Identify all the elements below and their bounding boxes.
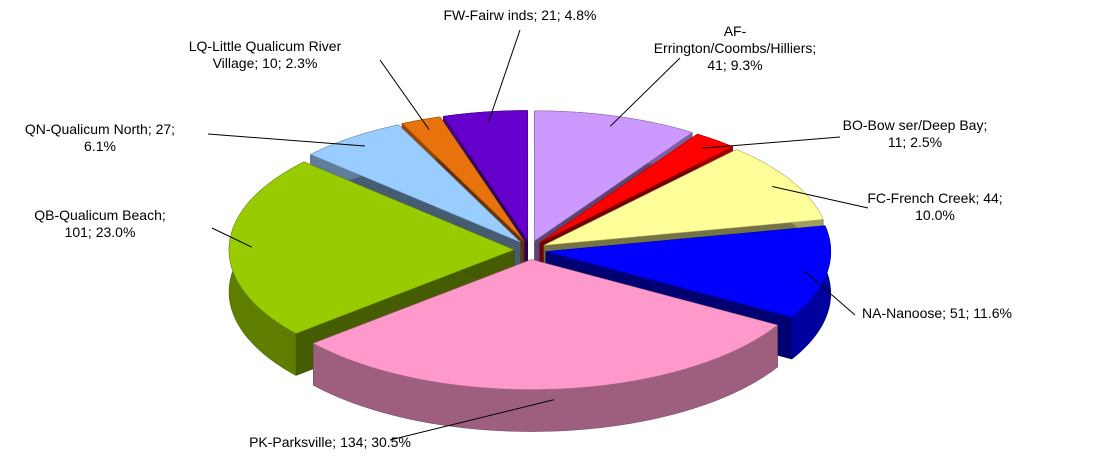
leader-line <box>379 59 430 130</box>
slice <box>401 116 525 242</box>
slice <box>442 110 528 242</box>
slice-label: PK-Parksville; 134; 30.5% <box>249 434 411 450</box>
leader-line <box>389 399 554 441</box>
slice-label: BO-Bow ser/Deep Bay; 11; 2.5% <box>843 117 988 150</box>
leader-line <box>207 133 365 147</box>
leader-line <box>211 227 253 248</box>
leader-line <box>701 136 841 149</box>
slice-label: AF-Errington/Coombs/Hilliers; 41; 9.3% <box>654 23 817 73</box>
slice-label: QN-Qualicum North; 27; 6.1% <box>25 121 175 154</box>
leader-line <box>487 29 521 123</box>
slice-label: LQ-Little Qualicum River Village; 10; 2.3… <box>189 38 342 71</box>
slice <box>312 259 779 390</box>
leader-line <box>804 270 856 316</box>
slice-label: FC-French Creek; 44; 10.0% <box>867 190 1002 223</box>
slice <box>545 225 832 318</box>
slice <box>228 161 515 334</box>
slice <box>543 149 824 246</box>
slice-label: NA-Nanoose; 51; 11.6% <box>862 305 1012 321</box>
slice-label: FW-Fairw inds; 21; 4.8% <box>443 7 596 23</box>
slice <box>309 124 521 243</box>
slice-label: QB-Qualicum Beach; 101; 23.0% <box>34 207 166 240</box>
slice <box>534 110 693 242</box>
leader-line <box>609 57 681 127</box>
leader-line <box>772 185 869 209</box>
